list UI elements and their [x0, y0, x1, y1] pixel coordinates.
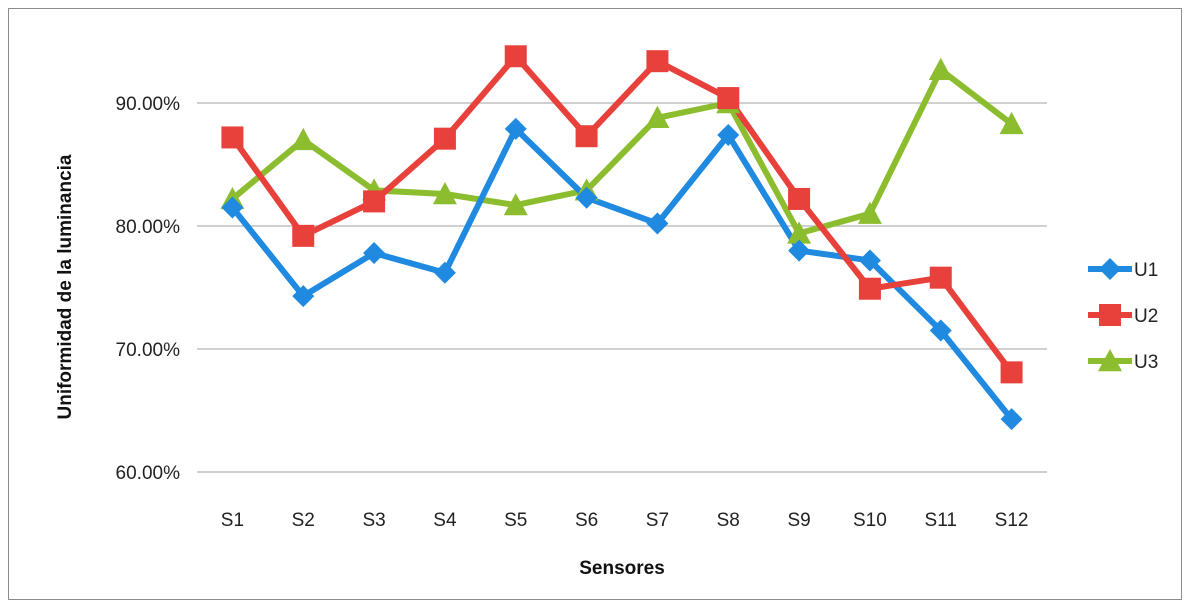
data-point-u2: [929, 266, 952, 289]
data-point-u3: [999, 111, 1024, 135]
data-point-u1: [292, 285, 315, 308]
x-axis-ticks: S1 S2 S3 S4 S5 S6 S7 S8 S9 S10 S11 S12: [221, 510, 1029, 531]
y-axis-title: Uniformidad de la luminancia: [55, 154, 76, 419]
x-tick-label: S7: [646, 510, 669, 531]
data-point-u1: [363, 242, 386, 265]
x-tick-label: S1: [221, 510, 244, 531]
data-point-u1: [1000, 408, 1023, 431]
data-point-u1: [221, 196, 244, 219]
x-tick-label: S4: [433, 510, 457, 531]
data-point-u2: [1000, 361, 1023, 384]
data-point-u2: [788, 187, 811, 210]
legend-label-u1: U1: [1134, 260, 1158, 281]
data-point-u1: [717, 123, 740, 146]
data-point-u1: [858, 249, 881, 272]
data-point-u2: [858, 277, 881, 300]
x-tick-label: S12: [995, 510, 1029, 531]
y-tick-label: 80.00%: [116, 217, 181, 238]
legend-label-u2: U2: [1134, 306, 1158, 327]
y-tick-label: 90.00%: [116, 94, 181, 115]
legend-label-u3: U3: [1134, 352, 1158, 373]
data-point-u1: [646, 212, 669, 235]
data-point-u3: [857, 201, 882, 224]
legend-marker-u2: [1099, 304, 1121, 326]
x-tick-label: S2: [292, 510, 315, 531]
data-point-u2: [646, 50, 669, 73]
legend: U1 U2 U3: [1088, 258, 1158, 373]
data-point-u3: [787, 221, 812, 244]
x-tick-label: S6: [575, 510, 598, 531]
y-axis-ticks: 60.00% 70.00% 80.00% 90.00%: [116, 94, 181, 484]
data-point-u3: [432, 182, 457, 205]
series-markers: [220, 45, 1024, 431]
data-point-u2: [221, 126, 244, 149]
x-tick-label: S5: [504, 510, 527, 531]
data-point-u2: [717, 87, 740, 110]
x-tick-label: S9: [787, 510, 810, 531]
data-point-u2: [433, 127, 456, 150]
series-line-u1: [229, 125, 1015, 423]
data-point-u2: [292, 224, 315, 247]
y-tick-label: 60.00%: [116, 463, 181, 484]
data-point-u1: [929, 319, 952, 342]
data-point-u3: [291, 127, 316, 151]
series-lines: [229, 53, 1015, 423]
data-point-u1: [788, 239, 811, 262]
x-tick-label: S8: [717, 510, 740, 531]
data-point-u1: [504, 117, 527, 140]
data-point-u2: [575, 125, 598, 148]
data-point-u2: [363, 190, 386, 213]
x-tick-label: S10: [853, 510, 887, 531]
data-point-u3: [645, 105, 670, 128]
data-point-u3: [503, 193, 528, 216]
x-tick-label: S11: [925, 510, 957, 531]
data-point-u1: [575, 186, 598, 209]
legend-marker-u3: [1098, 349, 1122, 372]
data-point-u3: [928, 57, 953, 80]
series-line-u2: [229, 53, 1015, 376]
legend-marker-u1: [1099, 258, 1121, 280]
y-tick-label: 70.00%: [116, 340, 181, 361]
x-axis-title: Sensores: [579, 558, 665, 579]
data-point-u2: [504, 45, 527, 68]
x-tick-label: S3: [362, 510, 385, 531]
data-point-u1: [433, 261, 456, 284]
series-line-u3: [229, 66, 1015, 237]
